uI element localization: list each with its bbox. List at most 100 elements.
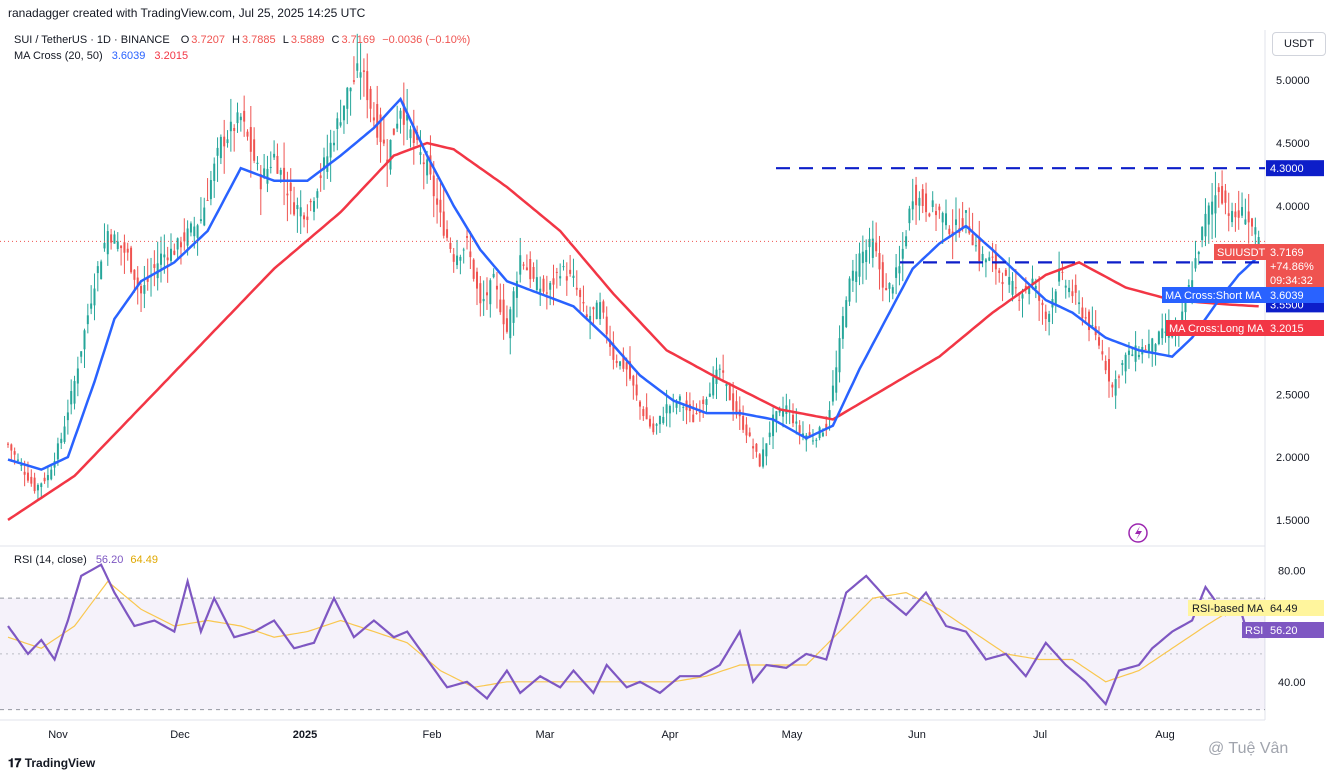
candle-body [392,128,395,135]
candle-body [146,277,149,282]
symbol-price-line: +74.86% [1270,261,1314,273]
candle-body [582,301,585,304]
candle-body [209,180,212,200]
candle-body [732,393,735,411]
level-high-tag-bg [1266,160,1324,177]
candle-body [881,262,884,288]
candle-body [658,415,661,425]
candle-body [489,280,492,305]
candle-body [306,216,309,221]
candle-body [1011,280,1014,295]
candle-body [1124,354,1127,372]
candle-body [948,228,951,234]
rsi-ma-value-tag-text: 64.49 [1270,603,1298,615]
candle-body [549,283,552,290]
candle-body [303,215,306,220]
candle-body [176,238,179,250]
candle-body [705,399,708,405]
candle-body [249,127,252,152]
rsi-legend-value: 56.20 [95,554,124,566]
x-tick-label: Dec [170,729,190,741]
candle-body [1207,205,1210,225]
open-label: O [180,34,190,46]
candle-body [981,253,984,261]
candle-body [1184,302,1187,313]
candle-body [50,469,53,480]
candle-body [599,302,602,320]
candle-body [1224,190,1227,203]
candle-body [199,219,202,222]
rsi-value-tag-text: 56.20 [1270,625,1298,637]
rsi-value-tag: 56.20 [1266,622,1324,638]
candle-body [479,283,482,304]
ma-long-value-tag: 3.2015 [1266,320,1324,336]
rsi-label: RSI (14, close) [14,554,87,566]
ma-long-value-tag-text: 3.2015 [1270,323,1304,335]
candle-body [925,193,928,213]
rsi-ma-tag-bg [1188,600,1266,616]
created-note: ranadagger created with TradingView.com,… [8,6,366,20]
candle-body [539,288,542,293]
candle-body [629,361,632,379]
watermark: @ Tuệ Vân [1208,740,1289,757]
candle-body [196,225,199,238]
symbol-price-line: 3.7169 [1270,247,1304,259]
candle-body [273,153,276,158]
tradingview-logo-icon: 𝟏𝟕 [8,756,25,770]
candle-body [918,197,921,206]
candle-body [931,200,934,207]
ma-long-tag-bg [1166,320,1266,336]
candle-body [379,114,382,143]
candle-body [509,309,512,339]
candle-body [1044,311,1047,320]
candle-body [991,256,994,258]
candle-body [1061,271,1064,273]
candle-body [189,223,192,233]
candle-body [1084,317,1087,319]
candle-body [1204,213,1207,237]
candle-body [452,254,455,262]
currency-unit-button[interactable]: USDT [1272,32,1326,56]
candle-body [1034,286,1037,289]
candle-body [203,207,206,226]
candle-body [352,80,355,82]
candle-body [519,255,522,275]
candle-body [615,361,618,364]
candle-body [831,385,834,402]
candle-body [466,236,469,238]
candle-body [495,285,498,290]
candle-body [529,259,532,280]
candle-body [76,368,79,384]
candle-body [619,361,622,366]
candle-body [63,426,66,442]
candle-body [359,72,362,78]
candle-body [838,338,841,373]
x-tick-label: Apr [661,729,678,741]
candle-body [1018,299,1021,301]
candle-body [7,443,9,445]
candle-body [263,168,266,178]
candle-body [26,472,29,481]
price-tick-label: 2.5000 [1276,389,1310,401]
candle-body [1081,307,1084,319]
candle-body [243,110,246,122]
candle-body [752,446,755,449]
candle-body [645,407,648,420]
candle-body [186,228,189,246]
x-tick-label: Jun [908,729,926,741]
candle-body [984,259,987,263]
lightning-icon-bolt [1135,526,1142,540]
candle-body [1197,251,1200,255]
candle-body [110,234,113,243]
candle-body [169,248,172,261]
candle-body [346,87,349,109]
candle-body [1227,213,1230,216]
candle-body [1041,302,1044,306]
close-value: 3.7169 [341,34,376,46]
candle-body [605,316,608,335]
candle-body [23,471,26,475]
candle-body [875,242,878,252]
candle-body [485,292,488,296]
candle-body [396,123,399,129]
